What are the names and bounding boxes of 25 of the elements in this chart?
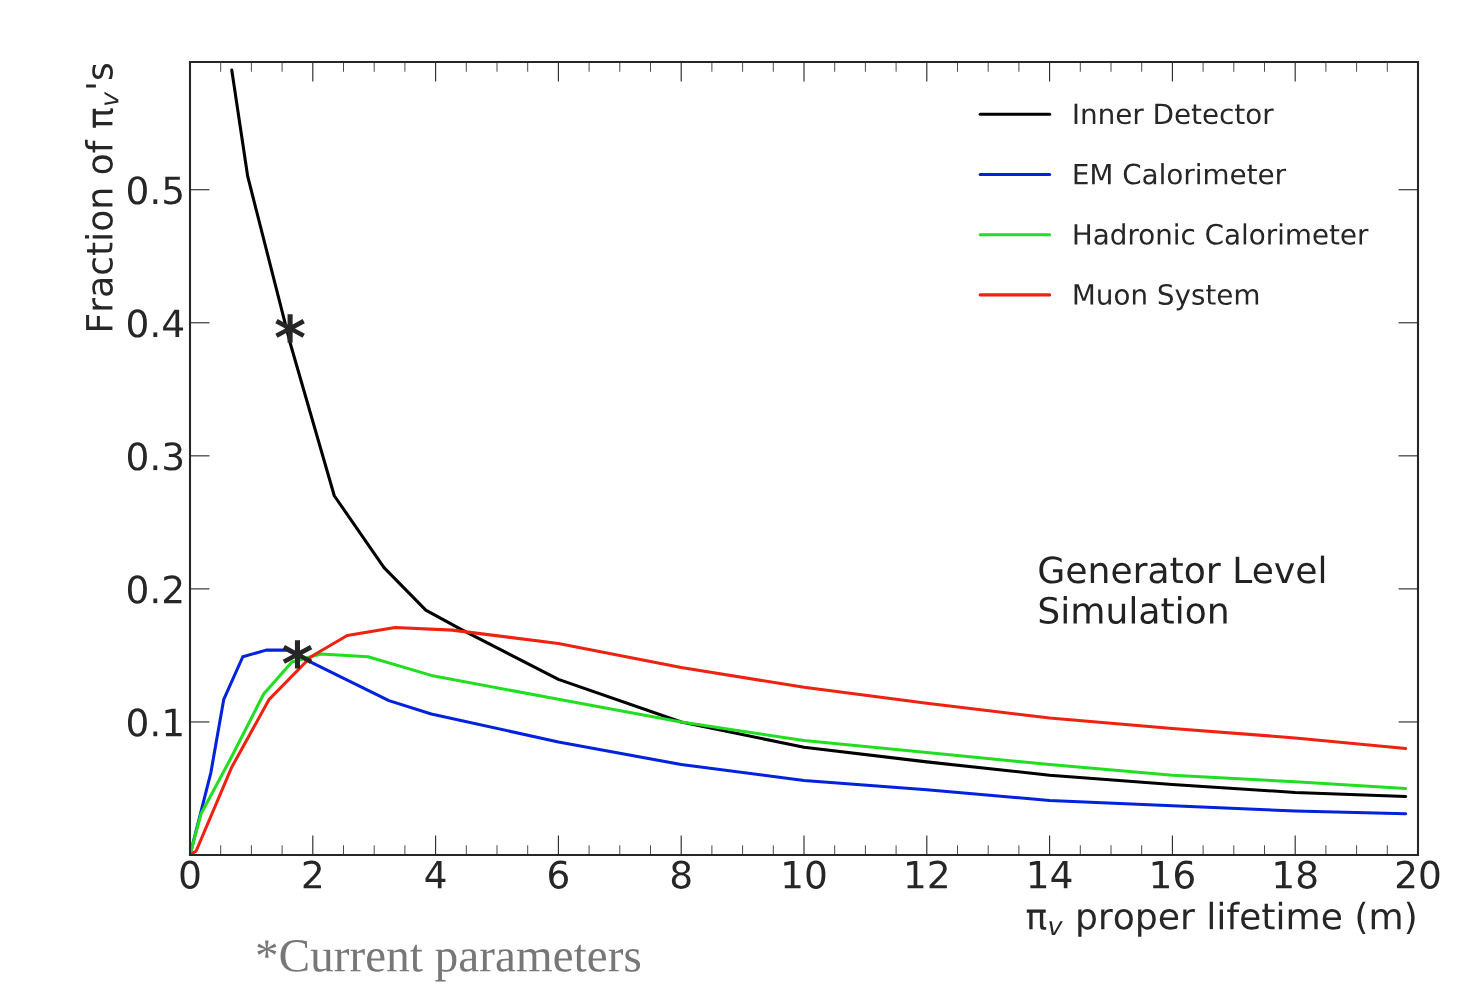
legend-label: Inner Detector xyxy=(1074,103,1274,125)
x-tick-label: 16 xyxy=(1152,860,1194,889)
annotation: Generator Level Simulation xyxy=(1039,555,1325,625)
y-tick-label: 0.1 xyxy=(127,708,182,737)
line-series xyxy=(230,68,1408,798)
x-tick-label: 20 xyxy=(1396,860,1440,889)
y-tick-label: 0.3 xyxy=(127,442,183,471)
x-tick-label: 4 xyxy=(425,861,446,889)
text: *Current parameters xyxy=(257,940,641,982)
x-tick-label: 2 xyxy=(303,860,321,889)
legend-label: Muon System xyxy=(1074,284,1259,311)
x-tick-label: 12 xyxy=(907,860,947,889)
x-tick-label: 10 xyxy=(784,860,826,889)
y-axis-title: Fraction of π$_{v}$'s xyxy=(84,64,119,331)
legend-label: EM Calorimeter xyxy=(1074,163,1287,185)
x-tick-label: 18 xyxy=(1275,860,1317,889)
x-tick-label: 0 xyxy=(180,860,200,889)
x-tick-label: 8 xyxy=(671,860,691,889)
x-axis-title: π$_{v}$ proper lifetime (m) xyxy=(1026,901,1415,937)
x-tick-label: 6 xyxy=(549,860,568,889)
y-tick-label: 0.5 xyxy=(127,176,182,205)
x-tick-label: 14 xyxy=(1029,861,1072,889)
legend-label: Hadronic Calorimeter xyxy=(1074,223,1369,245)
y-tick-label: 0.4 xyxy=(127,309,184,338)
y-tick-label: 0.2 xyxy=(127,575,182,604)
